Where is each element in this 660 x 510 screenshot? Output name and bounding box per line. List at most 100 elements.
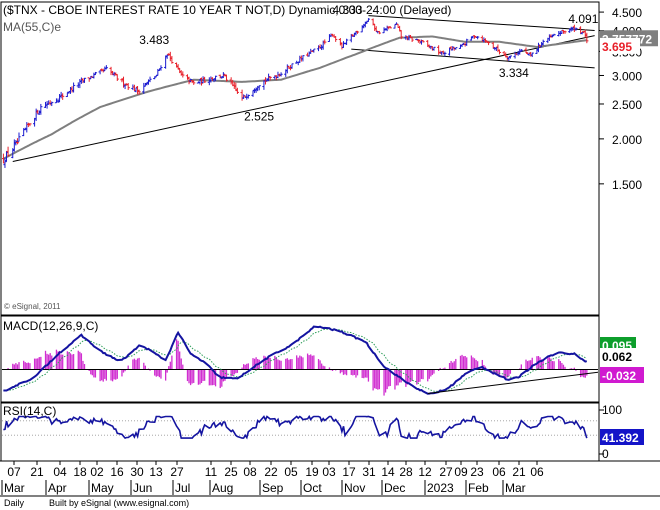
price-bar: [388, 26, 392, 29]
macd-trendline: [427, 371, 598, 395]
price-bar: [355, 30, 360, 34]
price-bar: [432, 46, 436, 51]
price-bar: [366, 18, 371, 22]
time-tick-label: 22: [264, 465, 278, 479]
rsi-line: [3, 414, 588, 440]
macd-layer: [2, 325, 598, 396]
price-bar: [345, 38, 349, 45]
price-annotation: 3.483: [139, 33, 169, 47]
price-bar: [279, 72, 283, 77]
time-tick-label: 18: [73, 465, 87, 479]
price-bar: [519, 49, 523, 52]
month-label: Sep: [262, 481, 284, 495]
price-bar: [410, 36, 414, 42]
time-tick-label: 27: [170, 465, 184, 479]
price-bar: [82, 77, 87, 83]
month-label: Aug: [212, 481, 233, 495]
svg-text:0.062: 0.062: [602, 350, 632, 364]
price-tick-label: 4.500: [612, 6, 642, 20]
price-bar: [224, 74, 229, 82]
time-tick-label: 07: [7, 465, 21, 479]
month-label: Dec: [384, 481, 405, 495]
price-bar: [524, 47, 528, 53]
rsi-tick-label: 100: [602, 403, 622, 417]
price-bar: [454, 47, 458, 50]
month-label: Oct: [303, 481, 322, 495]
ma55-line: [2, 35, 587, 160]
price-annotation: 4.333: [332, 3, 362, 17]
price-bar: [334, 36, 338, 42]
month-label: Jun: [133, 481, 152, 495]
price-annotation: 4.091: [568, 12, 598, 26]
rsi-panel-frame: [0, 402, 600, 462]
time-tick-label: 14: [381, 465, 395, 479]
price-bar: [192, 80, 196, 85]
time-tick-label: 11: [205, 465, 218, 479]
rsi-layer: [2, 414, 598, 440]
trendline-3: [351, 48, 595, 69]
month-label: Feb: [468, 481, 489, 495]
time-tick-label: 19: [305, 465, 319, 479]
copyright-label: © eSignal, 2011: [4, 302, 61, 311]
price-bar: [301, 55, 305, 62]
price-bar: [486, 41, 491, 46]
price-bar: [187, 76, 191, 85]
macd-panel-label: MACD(12,26,9,C): [3, 319, 98, 333]
macd-signal-line: [3, 328, 588, 392]
price-bar: [6, 146, 10, 157]
price-bar: [323, 39, 327, 45]
time-tick-label: 27: [439, 465, 453, 479]
price-bar: [377, 30, 381, 35]
rsi-value-badge: 41.392: [600, 429, 644, 445]
time-tick-label: 13: [149, 465, 163, 479]
price-bar: [213, 75, 218, 82]
price-bar: [508, 55, 512, 59]
chart-title: ($TNX - CBOE INTEREST RATE 10 YEAR T NOT…: [3, 3, 451, 17]
time-tick-label: 05: [284, 465, 298, 479]
rsi-tick-label: 0: [602, 447, 609, 461]
price-bar: [393, 24, 397, 29]
price-bar: [465, 38, 469, 46]
price-bar: [39, 103, 43, 115]
time-tick-label: 23: [470, 465, 484, 479]
time-tick-label: 31: [362, 465, 376, 479]
svg-text:-0.032: -0.032: [602, 369, 636, 383]
month-label: May: [91, 481, 114, 495]
price-bar: [181, 71, 185, 78]
price-bar: [585, 32, 589, 44]
month-label: Mar: [4, 481, 25, 495]
price-annotation: 2.525: [244, 109, 274, 123]
time-tick-label: 21: [30, 465, 44, 479]
price-bar: [541, 39, 545, 46]
price-tick-label: 3.000: [612, 69, 642, 83]
price-bar: [290, 63, 294, 69]
time-tick-label: 06: [492, 465, 506, 479]
month-label: Nov: [344, 481, 365, 495]
price-annotation-layer: 4.333 3.483 2.525 4.091 3.334: [139, 3, 599, 123]
price-tick-label: 1.500: [612, 178, 642, 192]
trendline-layer: [12, 15, 595, 163]
time-tick-label: 16: [110, 465, 124, 479]
price-bar: [574, 27, 578, 31]
price-bar: [312, 48, 316, 53]
price-bar: [497, 49, 502, 55]
price-bar: [399, 29, 403, 40]
time-tick-label: 17: [342, 465, 356, 479]
time-tick-label: 06: [530, 465, 544, 479]
month-label: Mar: [505, 481, 526, 495]
price-bar: [17, 132, 21, 142]
price-bar: [443, 51, 447, 57]
price-bar: [552, 33, 556, 36]
price-bar: [203, 76, 207, 83]
price-bar: [170, 55, 174, 64]
time-tick-label: 28: [399, 465, 413, 479]
price-bar: [530, 52, 534, 58]
price-bar: [137, 89, 141, 95]
price-bar: [257, 85, 261, 91]
time-tick-label: 02: [90, 465, 104, 479]
price-bar: [126, 82, 130, 90]
time-tick-label: 09: [454, 465, 468, 479]
